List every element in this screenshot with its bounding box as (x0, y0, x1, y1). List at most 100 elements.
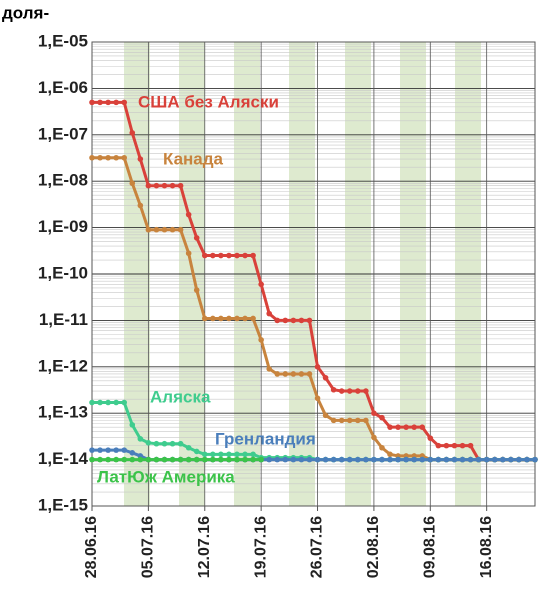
data-point (242, 456, 248, 463)
y-tick-label: 1,E-08 (38, 171, 88, 190)
data-point (298, 456, 305, 463)
x-tick-label: 28.06.16 (83, 516, 100, 578)
data-point (169, 182, 176, 189)
data-point (218, 315, 224, 322)
data-point (234, 315, 240, 322)
data-point (193, 235, 200, 241)
x-tick-label: 26.07.16 (309, 516, 326, 578)
data-point (250, 252, 256, 259)
data-point (363, 417, 369, 424)
data-point (129, 450, 136, 456)
data-point (532, 456, 538, 463)
data-point (290, 317, 297, 324)
data-point (137, 156, 144, 162)
data-point (201, 451, 208, 458)
data-point (169, 456, 176, 463)
data-point (145, 182, 152, 189)
data-point (161, 440, 168, 447)
data-point (193, 287, 200, 293)
data-point (282, 371, 289, 377)
x-tick-label: 09.08.16 (422, 516, 439, 578)
data-point (435, 442, 442, 449)
y-tick-label: 1,E-07 (38, 124, 88, 143)
y-tick-label: 1,E-14 (38, 449, 89, 468)
data-point (226, 451, 232, 458)
data-point (145, 226, 152, 233)
data-point (113, 456, 119, 463)
data-point (218, 456, 224, 463)
data-point (137, 202, 144, 209)
data-point (387, 451, 393, 458)
data-point (234, 451, 240, 458)
data-point (121, 154, 128, 161)
data-point (451, 442, 458, 449)
y-tick-label: 1,E-09 (38, 217, 88, 236)
data-point (282, 317, 289, 324)
data-point (258, 456, 264, 463)
data-point (193, 448, 200, 455)
series-label: Канада (163, 149, 224, 168)
data-point (306, 317, 313, 324)
data-point (129, 422, 136, 428)
data-point (234, 456, 240, 463)
data-point (169, 226, 176, 233)
data-point (89, 456, 95, 463)
data-point (121, 99, 128, 106)
data-point (266, 310, 273, 317)
data-point (97, 399, 103, 406)
data-point (193, 456, 200, 463)
data-point (105, 399, 111, 406)
data-point (290, 456, 297, 463)
data-point (355, 456, 361, 463)
data-point (387, 424, 393, 430)
data-point (145, 456, 152, 463)
data-point (411, 424, 417, 430)
x-tick-label: 16.08.16 (478, 516, 495, 578)
y-tick-label: 1,E-10 (38, 263, 88, 282)
data-point (226, 252, 232, 259)
data-point (282, 456, 289, 463)
data-point (371, 410, 377, 417)
data-point (524, 456, 530, 463)
data-point (371, 456, 377, 463)
data-point (89, 447, 95, 453)
data-point (290, 371, 297, 377)
series-label: Аляска (150, 387, 211, 406)
data-point (121, 447, 128, 453)
data-point (314, 456, 321, 463)
data-point (242, 252, 248, 259)
data-point (274, 456, 281, 463)
data-point (443, 456, 450, 463)
data-point (258, 281, 264, 288)
data-point (451, 456, 458, 463)
data-point (161, 456, 168, 463)
data-point (274, 371, 281, 377)
data-point (218, 252, 224, 259)
data-point (97, 99, 103, 106)
data-point (113, 99, 119, 106)
data-point (338, 388, 345, 394)
data-point (105, 456, 111, 463)
data-point (226, 315, 232, 322)
data-point (346, 456, 353, 463)
data-point (419, 456, 426, 463)
data-point (346, 417, 353, 424)
data-point (121, 399, 128, 406)
series-label: США без Аляски (138, 92, 279, 111)
data-point (443, 442, 450, 449)
data-point (306, 371, 313, 377)
data-point (483, 456, 490, 463)
data-point (387, 456, 393, 463)
data-point (153, 456, 160, 463)
data-point (201, 456, 208, 463)
data-point (306, 456, 313, 463)
data-point (161, 226, 168, 233)
data-point (467, 442, 474, 449)
data-point (97, 154, 103, 161)
data-point (475, 456, 482, 463)
data-point (330, 456, 337, 463)
y-tick-label: 1,E-11 (39, 310, 88, 329)
data-point (105, 154, 111, 161)
data-point (322, 412, 329, 419)
data-point (185, 444, 192, 451)
